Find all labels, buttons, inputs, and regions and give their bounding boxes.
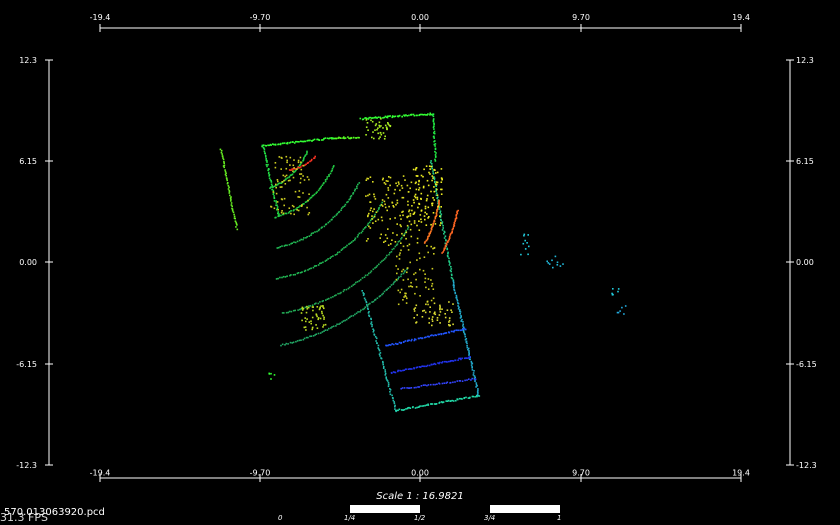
top-tick-labels: -19.4 -9.70 0.00 9.70 19.4: [90, 13, 750, 22]
scale-bar-segment: [350, 505, 420, 513]
scale-bar-label: 1: [557, 514, 562, 522]
tick-label: -12.3: [796, 461, 817, 470]
tick-label: 12.3: [19, 56, 37, 65]
scale-bar-label: 1/2: [414, 514, 426, 522]
tick-label: 6.15: [19, 157, 37, 166]
scale-readout: Scale 1 : 16.9821: [376, 491, 464, 502]
tick-label: 9.70: [572, 469, 590, 478]
bottom-tick-labels: -19.4 -9.70 0.00 9.70 19.4: [90, 469, 750, 478]
tick-label: -6.15: [16, 360, 37, 369]
file-name-label: 570.013063920.pcd: [4, 507, 105, 518]
tick-label: -19.4: [90, 469, 111, 478]
tick-label: 0.00: [411, 13, 429, 22]
tick-label: 6.15: [796, 157, 814, 166]
scale-bar-label: 3/4: [484, 514, 496, 522]
tick-label: 12.3: [796, 56, 814, 65]
tick-label: -19.4: [90, 13, 111, 22]
tick-label: -6.15: [796, 360, 817, 369]
right-tick-labels: 12.3 6.15 0.00 -6.15 -12.3: [796, 56, 817, 470]
tick-label: -12.3: [16, 461, 37, 470]
axis-frame: [45, 24, 794, 482]
scale-bar-segment: [490, 505, 560, 513]
point-cloud: [219, 112, 627, 413]
tick-label: -9.70: [250, 469, 271, 478]
scale-bar-label: 0: [278, 514, 283, 522]
left-tick-labels: 12.3 6.15 0.00 -6.15 -12.3: [16, 56, 37, 470]
tick-label: 19.4: [732, 469, 750, 478]
tick-label: 0.00: [411, 469, 429, 478]
scale-bar-label: 1/4: [344, 514, 356, 522]
tick-label: 19.4: [732, 13, 750, 22]
fps-counter: 31.3 FPS: [0, 511, 48, 524]
tick-label: 9.70: [572, 13, 590, 22]
tick-label: 0.00: [19, 258, 37, 267]
tick-label: -9.70: [250, 13, 271, 22]
tick-label: 0.00: [796, 258, 814, 267]
